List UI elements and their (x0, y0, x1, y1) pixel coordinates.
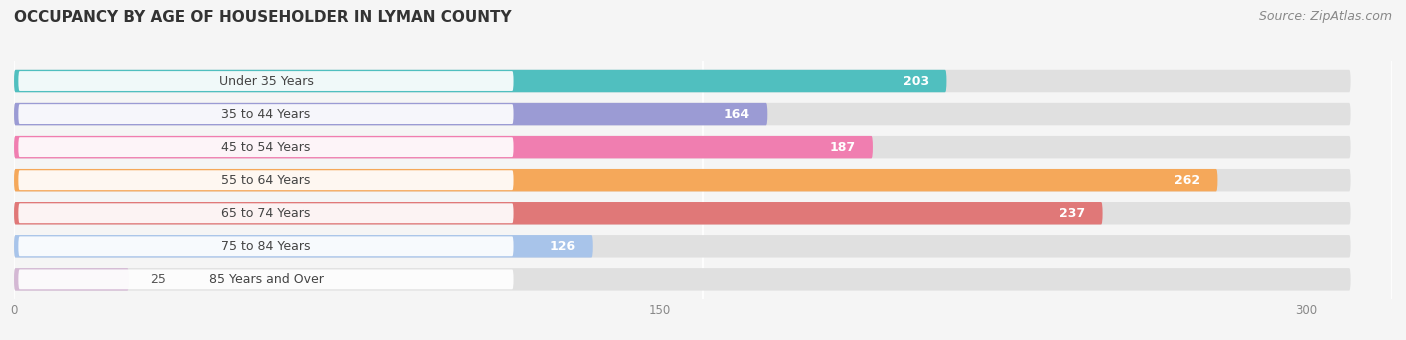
FancyBboxPatch shape (14, 70, 946, 92)
Text: 187: 187 (830, 141, 856, 154)
Text: 164: 164 (724, 107, 749, 121)
Text: 85 Years and Over: 85 Years and Over (208, 273, 323, 286)
Text: OCCUPANCY BY AGE OF HOUSEHOLDER IN LYMAN COUNTY: OCCUPANCY BY AGE OF HOUSEHOLDER IN LYMAN… (14, 10, 512, 25)
FancyBboxPatch shape (14, 103, 768, 125)
FancyBboxPatch shape (14, 202, 1102, 224)
Text: 237: 237 (1059, 207, 1085, 220)
FancyBboxPatch shape (18, 104, 513, 124)
FancyBboxPatch shape (14, 268, 1351, 291)
FancyBboxPatch shape (14, 235, 593, 258)
FancyBboxPatch shape (14, 202, 1351, 224)
Text: 65 to 74 Years: 65 to 74 Years (221, 207, 311, 220)
FancyBboxPatch shape (14, 70, 1351, 92)
Text: 75 to 84 Years: 75 to 84 Years (221, 240, 311, 253)
FancyBboxPatch shape (14, 235, 1351, 258)
Text: 203: 203 (903, 74, 929, 87)
FancyBboxPatch shape (18, 236, 513, 256)
FancyBboxPatch shape (14, 136, 873, 158)
FancyBboxPatch shape (18, 71, 513, 91)
FancyBboxPatch shape (18, 137, 513, 157)
Text: Under 35 Years: Under 35 Years (218, 74, 314, 87)
FancyBboxPatch shape (18, 203, 513, 223)
Text: 25: 25 (150, 273, 166, 286)
FancyBboxPatch shape (18, 170, 513, 190)
Text: 55 to 64 Years: 55 to 64 Years (221, 174, 311, 187)
FancyBboxPatch shape (14, 136, 1351, 158)
Text: 126: 126 (550, 240, 575, 253)
Text: Source: ZipAtlas.com: Source: ZipAtlas.com (1258, 10, 1392, 23)
FancyBboxPatch shape (14, 169, 1351, 191)
FancyBboxPatch shape (14, 103, 1351, 125)
Text: 45 to 54 Years: 45 to 54 Years (221, 141, 311, 154)
FancyBboxPatch shape (14, 169, 1218, 191)
FancyBboxPatch shape (18, 269, 513, 289)
FancyBboxPatch shape (14, 268, 129, 291)
Text: 35 to 44 Years: 35 to 44 Years (221, 107, 311, 121)
Text: 262: 262 (1174, 174, 1201, 187)
